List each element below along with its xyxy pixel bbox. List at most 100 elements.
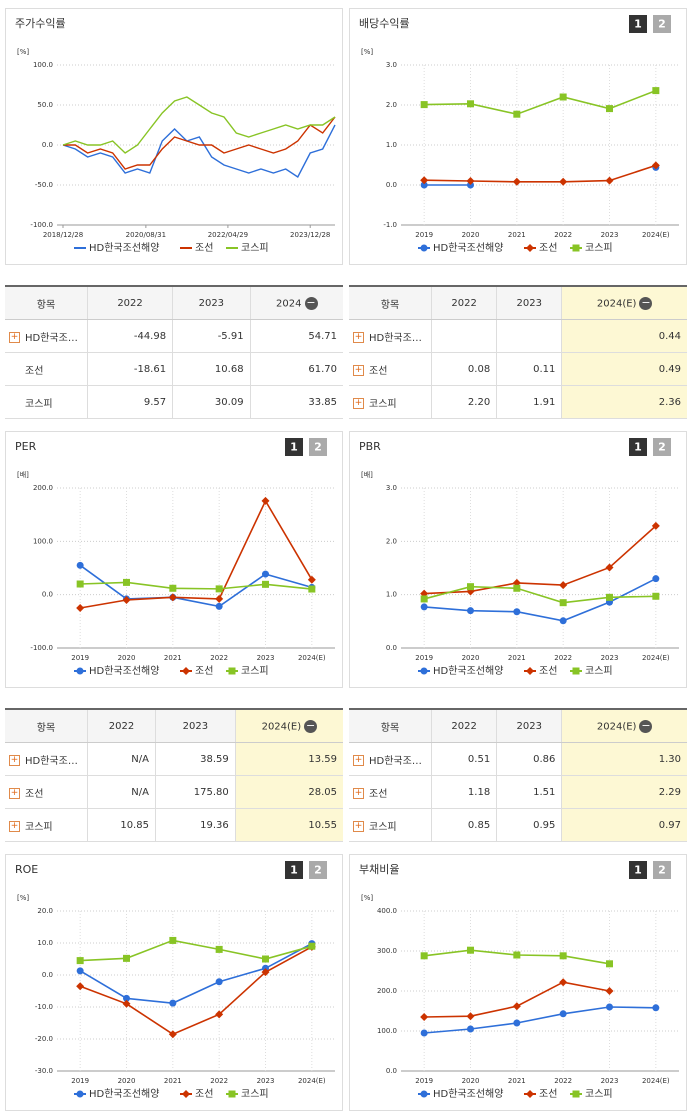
row-label-cell: + 코스피: [5, 808, 88, 842]
row-label-cell: + HD한국조…: [5, 319, 88, 353]
tab-button[interactable]: [629, 15, 647, 33]
point-marker: [420, 244, 428, 252]
y-tick-label: -100.0: [30, 644, 53, 652]
row-label: HD한국조…: [369, 755, 422, 767]
series-line: [424, 164, 657, 183]
header-text: 2023: [516, 720, 542, 732]
x-tick-label: 2023: [601, 231, 619, 239]
point-marker: [420, 176, 429, 185]
tab-label: 1: [634, 441, 642, 454]
tab-button[interactable]: [285, 438, 303, 456]
point-marker: [605, 987, 614, 995]
series-line: [423, 585, 656, 604]
tab-label: 1: [290, 864, 298, 877]
collapse-button[interactable]: −: [639, 295, 653, 310]
unit-label: [%]: [17, 48, 29, 56]
point-marker: [526, 1090, 534, 1098]
data-table: 항목 2022 2023 2024(E) − + HD한국조… 0.51 0.86 1.30 + 조선…: [349, 708, 687, 842]
expand-icon[interactable]: +: [9, 821, 20, 832]
point-marker: [572, 1090, 580, 1098]
cell-text: 9.57: [143, 396, 167, 408]
tab-button[interactable]: [629, 438, 647, 456]
expand-icon[interactable]: +: [9, 788, 20, 799]
point-marker: [605, 563, 614, 572]
collapse-button[interactable]: −: [639, 718, 653, 733]
y-tick-label: 300.0: [377, 947, 397, 955]
row-label-cell: + 조선: [349, 352, 432, 386]
row-label: HD한국조…: [25, 755, 78, 767]
chart: PER 1 2 [배] -100.0 0.0 100.0 200.0 2019 2020 2021 2…: [5, 431, 343, 688]
point-marker: [123, 954, 130, 962]
tab-button[interactable]: [653, 861, 671, 879]
point-marker: [606, 593, 613, 601]
row-label-cell: + HD한국조…: [5, 742, 88, 776]
tab-button[interactable]: [309, 861, 327, 879]
collapse-button[interactable]: −: [304, 295, 318, 310]
expand-icon[interactable]: +: [353, 821, 364, 832]
y-tick-label: 1.0: [386, 591, 397, 599]
x-tick-label: 2021: [164, 654, 182, 662]
y-tick-label: 50.0: [37, 101, 53, 109]
x-tick-label: 2023/12/28: [290, 231, 330, 239]
y-tick-label: 3.0: [386, 484, 397, 492]
cell-text: 2.20: [467, 396, 491, 408]
row-label: HD한국조…: [369, 332, 422, 344]
point-marker: [467, 100, 474, 108]
series-line: [62, 124, 336, 179]
value-cell: 61.70: [249, 352, 343, 386]
point-marker: [76, 982, 85, 991]
header-row: 항목 2022 2023 2024(E) −: [349, 708, 687, 743]
chart-panel: PER 1 2 [배] -100.0 0.0 100.0 200.0 2019 2020 2021 2…: [5, 431, 343, 688]
legend-label: 코스피: [585, 1088, 613, 1100]
point-marker: [420, 181, 428, 189]
value-cell: 0.51: [430, 742, 497, 776]
legend-label: 조선: [195, 242, 213, 254]
table-row: 조선 -18.61 10.68 61.70: [5, 352, 343, 386]
expand-icon[interactable]: +: [9, 755, 20, 766]
point-marker: [652, 575, 660, 583]
expand-icon[interactable]: +: [353, 788, 364, 799]
tab-button[interactable]: [285, 861, 303, 879]
header-text: 2023: [516, 297, 542, 309]
point-marker: [513, 1019, 521, 1027]
point-marker: [182, 1090, 190, 1098]
value-cell: N/A: [87, 742, 156, 776]
expand-icon[interactable]: +: [353, 755, 364, 766]
expand-icon[interactable]: +: [353, 365, 364, 376]
point-marker: [76, 967, 84, 975]
tab-button[interactable]: [309, 438, 327, 456]
x-tick-label: 2023: [601, 1077, 619, 1085]
unit-label: [%]: [361, 48, 373, 56]
point-marker: [261, 968, 270, 977]
expand-icon[interactable]: +: [353, 332, 364, 343]
collapse-button[interactable]: −: [304, 718, 318, 733]
row-label-cell: + 코스피: [349, 808, 432, 842]
header-text: 2022: [117, 297, 143, 309]
expand-icon[interactable]: +: [353, 398, 364, 409]
table-row: + 조선 1.18 1.51 2.29: [349, 775, 687, 809]
value-cell: -44.98: [86, 319, 173, 353]
table-row: + 코스피 10.85 19.36 10.55: [5, 808, 343, 842]
expand-icon[interactable]: +: [9, 332, 20, 343]
tab-button[interactable]: [629, 861, 647, 879]
header-text: 2023: [182, 720, 209, 732]
chart-panel: 부채비율 1 2 [%] 0.0 100.0 200.0 300.0 400.0 2019 2020…: [349, 854, 687, 1111]
point-marker: [169, 584, 177, 592]
header-text: 2024(E): [596, 298, 637, 309]
x-tick-label: 2019: [415, 1077, 433, 1085]
point-marker: [467, 946, 474, 954]
x-tick-label: 2020: [462, 654, 480, 662]
tab-button[interactable]: [653, 438, 671, 456]
value-cell: 2.29: [561, 775, 687, 809]
point-marker: [559, 599, 567, 607]
point-marker: [559, 978, 568, 987]
x-tick-label: 2019: [71, 1077, 89, 1085]
series-line: [79, 942, 313, 1004]
chart: ROE 1 2 [%] -30.0 -20.0 -10.0 0.0 10.0 20.0 2019 20…: [5, 854, 343, 1111]
tab-button[interactable]: [653, 15, 671, 33]
x-tick-label: 2023: [601, 654, 619, 662]
panel-border: [5, 431, 343, 688]
chart: 배당수익률 1 2 [%] -1.0 0.0 1.0 2.0 3.0 2019 2020 2021 20…: [349, 8, 687, 265]
series-line: [79, 564, 313, 608]
table-row: + 조선 0.08 0.11 0.49: [349, 352, 687, 386]
